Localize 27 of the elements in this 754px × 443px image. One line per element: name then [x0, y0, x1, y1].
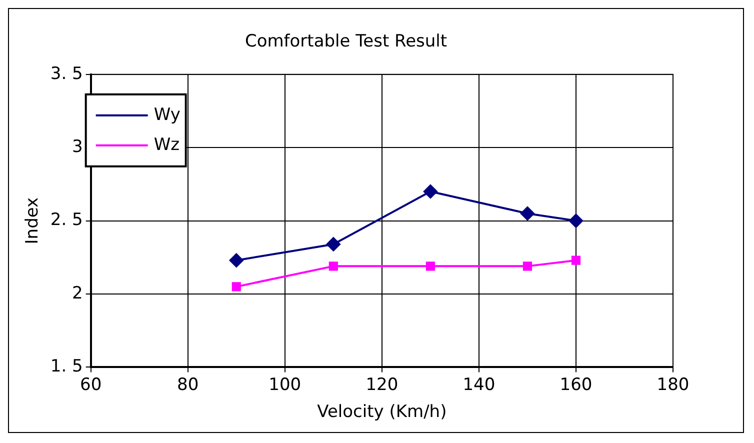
x-tick-label: 60: [80, 374, 102, 395]
point: [568, 214, 583, 228]
y-tick-label: 3. 5: [50, 64, 83, 84]
y-tick-label: 2: [72, 283, 83, 304]
point: [571, 256, 581, 265]
x-tick-label: 100: [268, 374, 302, 395]
legend-label: Wz: [154, 134, 180, 155]
point: [229, 253, 244, 268]
point: [326, 237, 340, 252]
x-tick-label: 140: [462, 374, 496, 395]
y-tick-label: 1. 5: [50, 356, 83, 377]
point: [426, 262, 435, 271]
x-tick-label: 160: [560, 374, 592, 395]
y-tick-label: 3: [72, 137, 83, 158]
point: [423, 184, 438, 199]
x-tick-label: 120: [366, 374, 398, 395]
x-tick-label: 180: [656, 374, 690, 395]
chart-title: Comfortable Test Result: [244, 32, 448, 52]
x-axis-title: Velocity (Km/h): [317, 402, 447, 422]
point: [232, 282, 241, 292]
legend-label: Wy: [154, 104, 180, 125]
point: [520, 206, 534, 220]
x-tick-label: 80: [177, 374, 199, 395]
y-axis-title: Index: [22, 197, 43, 244]
point: [522, 262, 532, 271]
point: [328, 262, 338, 271]
y-tick-label: 2. 5: [50, 210, 83, 230]
